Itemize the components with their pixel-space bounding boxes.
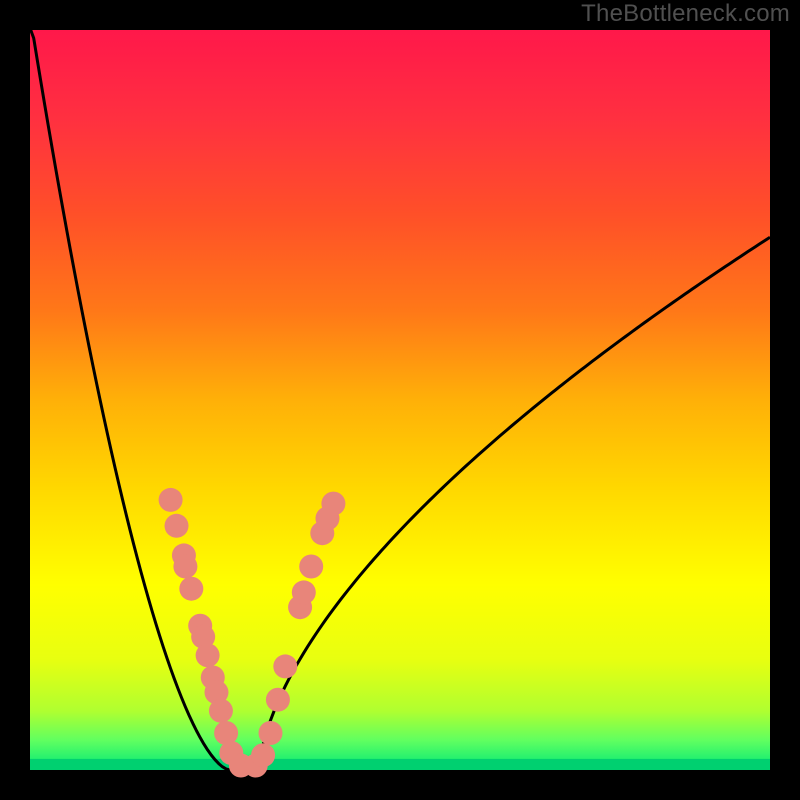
- marker-point: [165, 514, 189, 538]
- marker-point: [196, 643, 220, 667]
- plot-background: [30, 30, 770, 770]
- bottom-green-bar: [30, 759, 770, 770]
- marker-point: [273, 654, 297, 678]
- marker-point: [299, 555, 323, 579]
- watermark-text: TheBottleneck.com: [581, 0, 790, 28]
- marker-point: [209, 699, 233, 723]
- marker-point: [179, 577, 203, 601]
- marker-point: [214, 721, 238, 745]
- bottleneck-chart: [0, 0, 800, 800]
- marker-point: [173, 555, 197, 579]
- marker-point: [292, 580, 316, 604]
- marker-point: [266, 688, 290, 712]
- chart-container: TheBottleneck.com: [0, 0, 800, 800]
- marker-point: [321, 492, 345, 516]
- marker-point: [259, 721, 283, 745]
- marker-point: [251, 743, 275, 767]
- marker-point: [159, 488, 183, 512]
